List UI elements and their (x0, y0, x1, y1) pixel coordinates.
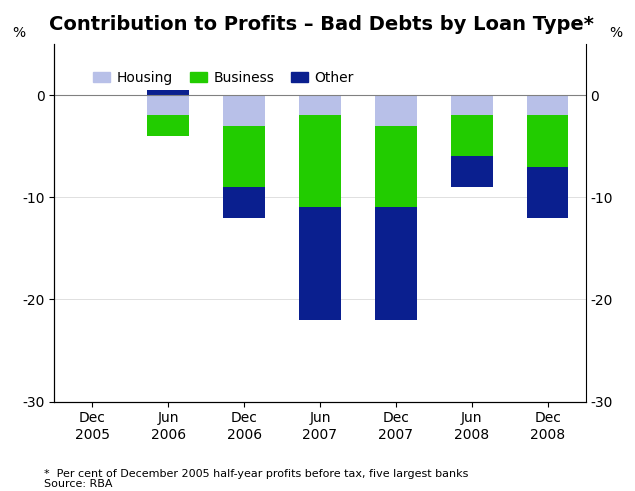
Text: Source: RBA: Source: RBA (44, 479, 113, 489)
Text: %: % (610, 27, 623, 40)
Bar (224, 126, 265, 187)
Bar (147, 90, 189, 95)
Text: Contribution to Profits – Bad Debts by Loan Type*: Contribution to Profits – Bad Debts by L… (49, 15, 594, 34)
Bar (224, 95, 265, 126)
Bar (299, 95, 341, 115)
Bar (451, 156, 493, 187)
Bar (375, 126, 417, 208)
Bar (147, 115, 189, 136)
Bar (451, 95, 493, 115)
Bar (451, 115, 493, 156)
Bar (299, 115, 341, 208)
Bar (375, 95, 417, 126)
Bar (147, 95, 189, 115)
Bar (224, 187, 265, 218)
Bar (375, 208, 417, 320)
Bar (527, 115, 568, 166)
Bar (299, 208, 341, 320)
Bar (527, 166, 568, 218)
Legend: Housing, Business, Other: Housing, Business, Other (88, 65, 359, 90)
Bar (527, 95, 568, 115)
Text: *  Per cent of December 2005 half-year profits before tax, five largest banks: * Per cent of December 2005 half-year pr… (44, 469, 469, 479)
Text: %: % (12, 27, 25, 40)
